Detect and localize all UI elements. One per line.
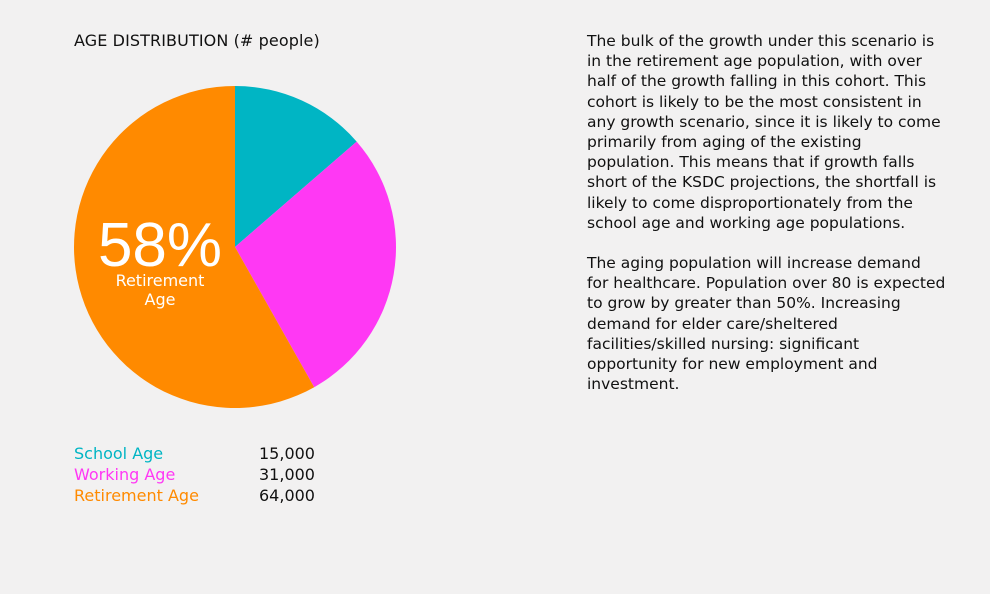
pie-chart: 58% Retirement Age bbox=[74, 86, 397, 408]
legend-label-retirement-age: Retirement Age bbox=[74, 486, 199, 505]
callout-label-line2: Age bbox=[145, 290, 176, 309]
legend-label-working-age: Working Age bbox=[74, 465, 176, 484]
legend-value-working-age: 31,000 bbox=[259, 465, 315, 484]
legend-value-retirement-age: 64,000 bbox=[259, 486, 315, 505]
legend-row-working-age: Working Age 31,000 bbox=[74, 464, 315, 485]
description-text: The bulk of the growth under this scenar… bbox=[587, 31, 947, 414]
legend-value-school-age: 15,000 bbox=[259, 444, 315, 463]
description-paragraph-1: The bulk of the growth under this scenar… bbox=[587, 32, 941, 232]
pie-slice-school-age bbox=[235, 86, 357, 247]
description-paragraph-2: The aging population will increase deman… bbox=[587, 254, 946, 394]
callout-percent: 58% bbox=[98, 211, 222, 280]
pie-slices bbox=[74, 86, 397, 408]
chart-title: AGE DISTRIBUTION (# people) bbox=[74, 31, 320, 50]
pie-slice-working-age bbox=[235, 141, 397, 388]
callout-label-line1: Retirement bbox=[116, 271, 205, 290]
legend-row-retirement-age: Retirement Age 64,000 bbox=[74, 485, 315, 506]
legend: School Age 15,000 Working Age 31,000 Ret… bbox=[74, 443, 315, 506]
legend-row-school-age: School Age 15,000 bbox=[74, 443, 315, 464]
pie-slice-retirement-age bbox=[74, 86, 315, 408]
legend-label-school-age: School Age bbox=[74, 444, 164, 463]
